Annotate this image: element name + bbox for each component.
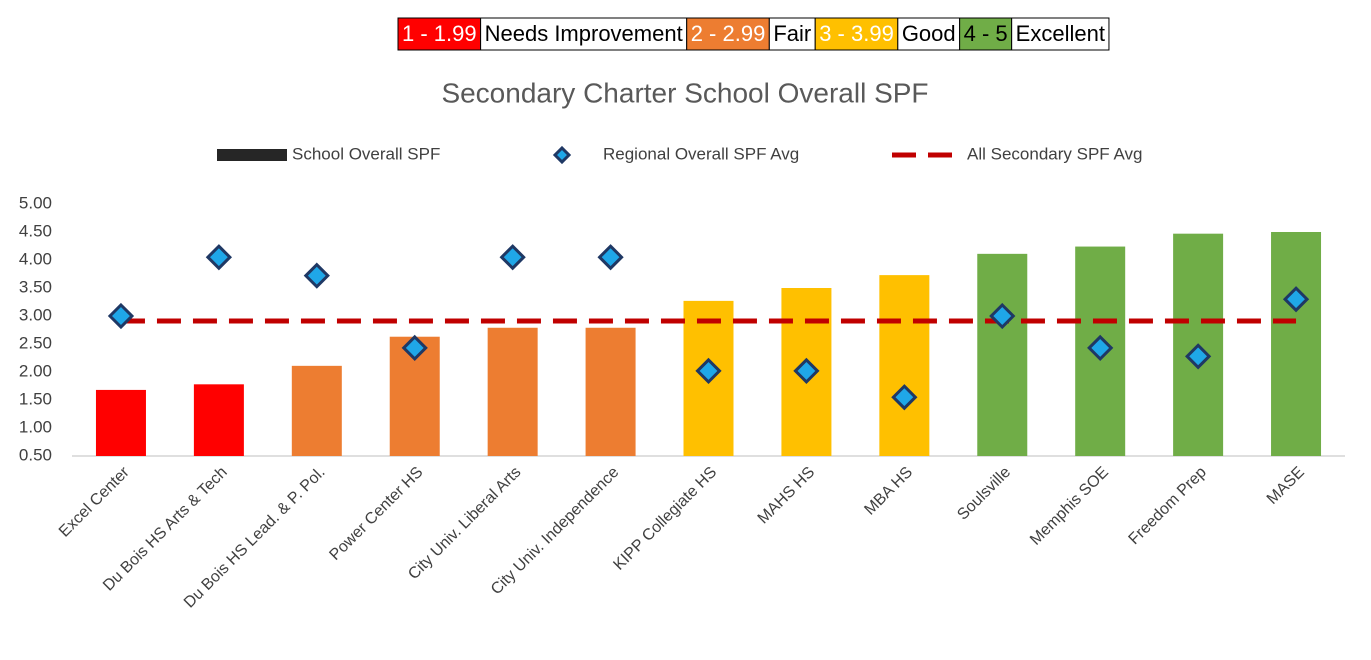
x-tick-label: Power Center HS <box>326 464 426 564</box>
legend-label: All Secondary SPF Avg <box>967 144 1142 163</box>
key-box <box>686 17 770 51</box>
bar <box>879 275 930 456</box>
marker <box>793 357 820 385</box>
key-box <box>814 17 899 51</box>
key-text: Excellent <box>1016 21 1105 46</box>
y-tick-label: 0.50 <box>19 445 52 464</box>
key-box <box>959 17 1013 51</box>
y-tick-label: 4.00 <box>19 249 52 268</box>
x-tick-label: Freedom Prep <box>1126 464 1210 548</box>
x-tick-label: Soulsville <box>954 464 1014 524</box>
y-tick-label: 5.00 <box>19 193 52 212</box>
marker <box>597 244 624 271</box>
chart-title: Secondary Charter School Overall SPF <box>441 77 928 108</box>
key-text: 3 - 3.99 <box>819 21 894 46</box>
bar <box>585 327 636 456</box>
bar <box>487 327 538 456</box>
key-text: 1 - 1.99 <box>402 21 477 46</box>
marker <box>989 302 1016 330</box>
y-tick-label: 3.00 <box>19 305 52 324</box>
key-text: 4 - 5 <box>964 21 1008 46</box>
marker <box>1087 334 1114 362</box>
x-tick-label: MAHS HS <box>755 464 819 528</box>
legend-swatch <box>217 149 287 161</box>
marker <box>401 334 428 362</box>
y-tick-label: 2.00 <box>19 361 52 380</box>
color-key: 1 - 1.99 Needs Improvement 2 - 2.99 Fair 3 -… <box>397 17 1110 51</box>
bar <box>1271 232 1322 456</box>
marker <box>695 357 722 385</box>
marker <box>891 384 918 411</box>
x-tick-label: KIPP Collegiate HS <box>610 464 720 574</box>
y-tick-label: 3.50 <box>19 277 52 296</box>
x-tick-label: City Univ. Liberal Arts <box>405 464 524 583</box>
y-tick-label: 1.50 <box>19 389 52 408</box>
marker <box>303 262 330 289</box>
bar <box>977 253 1028 456</box>
key-box <box>397 17 482 51</box>
marker <box>107 302 135 330</box>
y-tick-label: 4.50 <box>19 221 52 240</box>
key-text: 2 - 2.99 <box>691 21 766 46</box>
x-tick-label: Excel Center <box>56 463 133 540</box>
marker <box>1184 343 1212 370</box>
key-text: Fair <box>773 21 811 46</box>
key-box <box>480 17 688 51</box>
bar <box>291 365 342 456</box>
bar <box>193 384 244 456</box>
x-tick-label: MASE <box>1264 464 1308 508</box>
x-tick-label: Memphis SOE <box>1027 464 1112 549</box>
key-box <box>897 17 961 51</box>
bar <box>95 389 146 456</box>
key-text: Good <box>902 21 956 46</box>
y-tick-label: 2.50 <box>19 333 52 352</box>
legend-swatch <box>552 145 572 165</box>
marker <box>205 244 233 271</box>
key-text: Needs Improvement <box>485 21 683 46</box>
key-box <box>1011 17 1110 51</box>
marker <box>499 244 526 271</box>
legend-label: School Overall SPF <box>292 144 440 163</box>
marker <box>1282 286 1310 313</box>
legend-label: Regional Overall SPF Avg <box>603 144 799 163</box>
x-tick-label: MBA HS <box>861 464 916 519</box>
y-tick-label: 1.00 <box>19 417 52 436</box>
